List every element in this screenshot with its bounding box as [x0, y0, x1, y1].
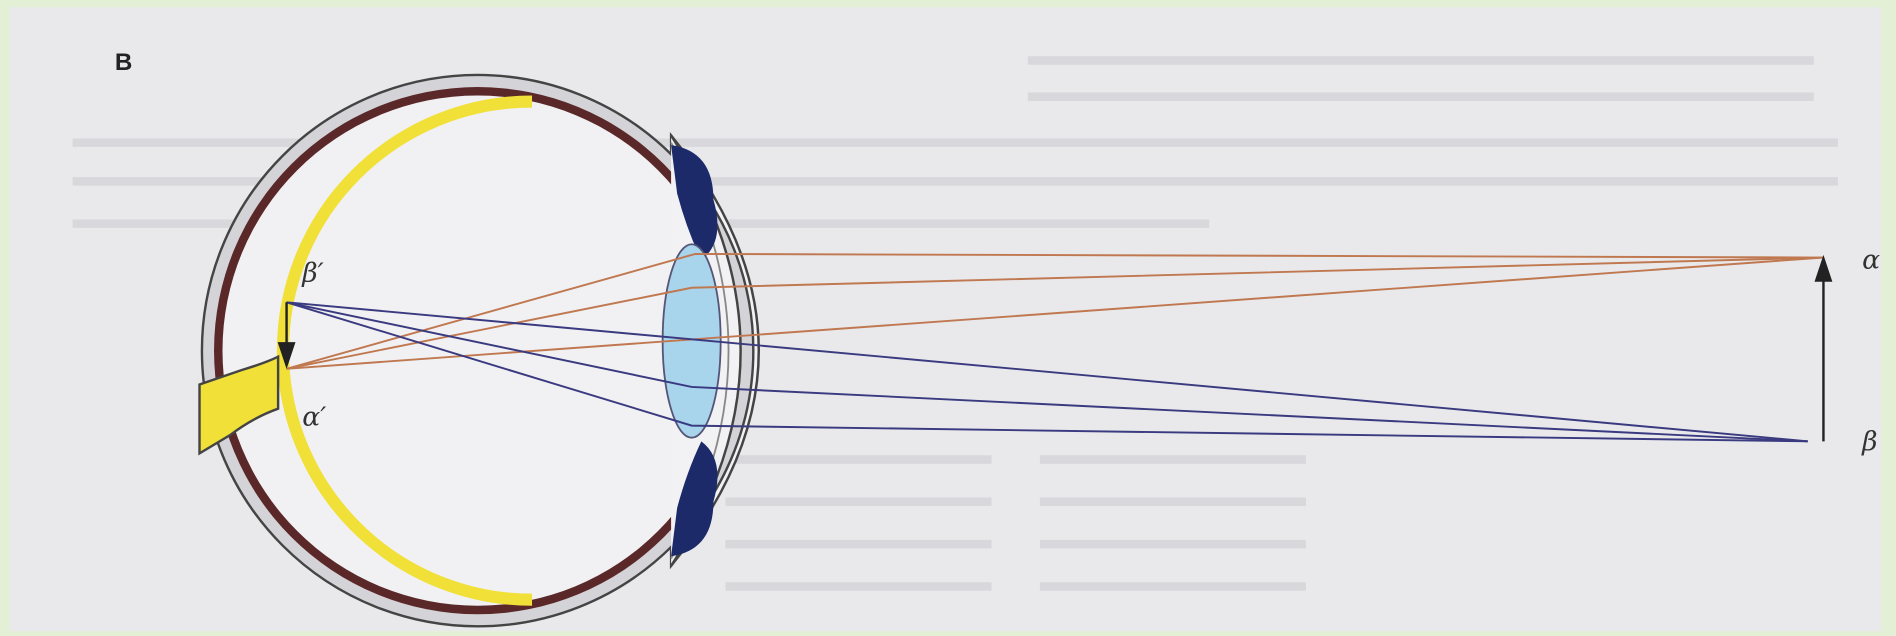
ciliary-body-bottom — [671, 441, 718, 557]
arrow-head — [1814, 254, 1833, 282]
label: α′ — [302, 402, 326, 433]
ray — [286, 301, 1808, 443]
optic-nerve — [198, 354, 280, 456]
ray — [286, 256, 1824, 370]
ray — [286, 301, 1808, 443]
label: α — [1862, 244, 1880, 275]
panel-label: B — [115, 49, 132, 76]
ray — [286, 301, 1808, 443]
label: β — [1861, 426, 1877, 457]
arrow-head — [277, 342, 296, 369]
ciliary-body-top — [671, 145, 718, 260]
rays — [286, 252, 1824, 443]
arrows — [277, 254, 1833, 442]
eye — [198, 73, 760, 628]
vitreous — [222, 95, 733, 606]
ray — [286, 256, 1824, 370]
label: β′ — [301, 258, 323, 289]
